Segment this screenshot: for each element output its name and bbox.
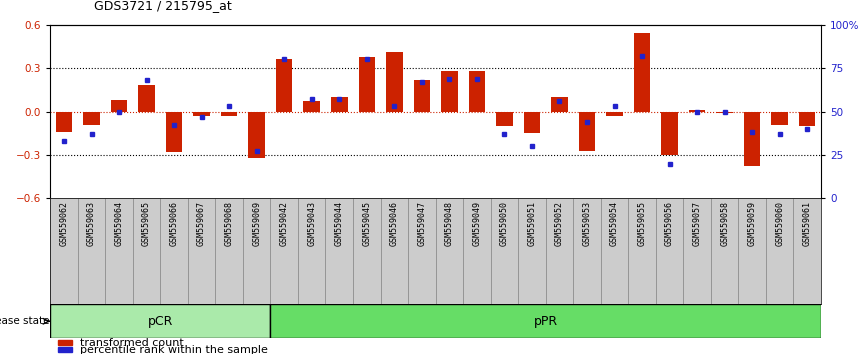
Bar bbox=[249, 112, 265, 158]
Text: GSM559046: GSM559046 bbox=[390, 201, 399, 246]
Bar bbox=[662, 112, 678, 155]
Text: pPR: pPR bbox=[533, 315, 558, 328]
Text: GSM559045: GSM559045 bbox=[362, 201, 372, 246]
Bar bbox=[331, 97, 347, 112]
Text: GSM559054: GSM559054 bbox=[610, 201, 619, 246]
Bar bbox=[326, 198, 353, 304]
Bar bbox=[463, 198, 491, 304]
Text: GSM559065: GSM559065 bbox=[142, 201, 151, 246]
Bar bbox=[242, 198, 270, 304]
Text: GSM559053: GSM559053 bbox=[583, 201, 591, 246]
Bar bbox=[55, 112, 72, 132]
Bar bbox=[78, 198, 106, 304]
Text: GSM559069: GSM559069 bbox=[252, 201, 262, 246]
Text: disease state: disease state bbox=[0, 316, 49, 326]
Bar bbox=[359, 57, 375, 112]
Bar bbox=[441, 71, 457, 112]
Bar bbox=[518, 198, 546, 304]
Bar bbox=[188, 198, 216, 304]
Bar bbox=[469, 71, 485, 112]
Bar bbox=[386, 52, 403, 112]
Bar bbox=[799, 112, 816, 126]
Bar bbox=[380, 198, 408, 304]
Text: GSM559056: GSM559056 bbox=[665, 201, 674, 246]
Bar bbox=[578, 112, 595, 150]
Text: GSM559042: GSM559042 bbox=[280, 201, 288, 246]
Bar bbox=[766, 198, 793, 304]
Text: percentile rank within the sample: percentile rank within the sample bbox=[80, 345, 268, 354]
Text: GSM559068: GSM559068 bbox=[224, 201, 234, 246]
Text: pCR: pCR bbox=[147, 315, 173, 328]
Text: GSM559064: GSM559064 bbox=[114, 201, 124, 246]
Bar bbox=[408, 198, 436, 304]
Bar bbox=[573, 198, 601, 304]
Bar bbox=[739, 198, 766, 304]
Text: GSM559061: GSM559061 bbox=[803, 201, 811, 246]
Text: GSM559043: GSM559043 bbox=[307, 201, 316, 246]
Bar bbox=[303, 101, 320, 112]
Bar bbox=[629, 198, 656, 304]
Bar bbox=[711, 198, 739, 304]
Text: GSM559055: GSM559055 bbox=[637, 201, 647, 246]
Bar bbox=[601, 198, 629, 304]
Bar bbox=[166, 112, 183, 152]
Bar bbox=[83, 112, 100, 125]
Bar bbox=[270, 198, 298, 304]
Text: GSM559059: GSM559059 bbox=[747, 201, 757, 246]
Bar bbox=[524, 112, 540, 133]
Text: GSM559044: GSM559044 bbox=[335, 201, 344, 246]
Bar bbox=[50, 198, 78, 304]
Bar bbox=[139, 86, 155, 112]
Bar bbox=[221, 112, 237, 116]
Bar bbox=[50, 304, 270, 338]
Text: GSM559050: GSM559050 bbox=[500, 201, 509, 246]
Bar bbox=[436, 198, 463, 304]
Text: GSM559051: GSM559051 bbox=[527, 201, 536, 246]
Bar bbox=[298, 198, 326, 304]
Bar bbox=[552, 97, 568, 112]
Bar bbox=[353, 198, 380, 304]
Text: GSM559058: GSM559058 bbox=[721, 201, 729, 246]
Text: GSM559047: GSM559047 bbox=[417, 201, 426, 246]
Bar bbox=[546, 198, 573, 304]
Bar bbox=[160, 198, 188, 304]
Text: GSM559049: GSM559049 bbox=[472, 201, 481, 246]
Text: GSM559048: GSM559048 bbox=[445, 201, 454, 246]
Bar bbox=[716, 112, 733, 113]
Bar bbox=[216, 198, 242, 304]
Bar bbox=[744, 112, 760, 166]
Bar bbox=[793, 198, 821, 304]
Text: GSM559052: GSM559052 bbox=[555, 201, 564, 246]
Bar bbox=[106, 198, 132, 304]
Bar bbox=[634, 34, 650, 112]
Bar bbox=[270, 304, 821, 338]
Bar bbox=[193, 112, 210, 116]
Text: GDS3721 / 215795_at: GDS3721 / 215795_at bbox=[94, 0, 231, 12]
Text: GSM559066: GSM559066 bbox=[170, 201, 178, 246]
Bar bbox=[414, 80, 430, 112]
Text: GSM559067: GSM559067 bbox=[197, 201, 206, 246]
Text: GSM559060: GSM559060 bbox=[775, 201, 785, 246]
Bar bbox=[132, 198, 160, 304]
Text: transformed count: transformed count bbox=[80, 337, 184, 348]
Bar bbox=[491, 198, 518, 304]
Bar bbox=[683, 198, 711, 304]
Bar bbox=[276, 59, 293, 112]
Text: GSM559062: GSM559062 bbox=[60, 201, 68, 246]
Bar bbox=[496, 112, 513, 126]
Bar bbox=[772, 112, 788, 125]
Bar bbox=[656, 198, 683, 304]
Bar bbox=[58, 347, 72, 353]
Bar bbox=[606, 112, 623, 116]
Bar bbox=[111, 100, 127, 112]
Text: GSM559057: GSM559057 bbox=[693, 201, 701, 246]
Text: GSM559063: GSM559063 bbox=[87, 201, 96, 246]
Bar bbox=[58, 340, 72, 345]
Bar bbox=[688, 110, 706, 112]
